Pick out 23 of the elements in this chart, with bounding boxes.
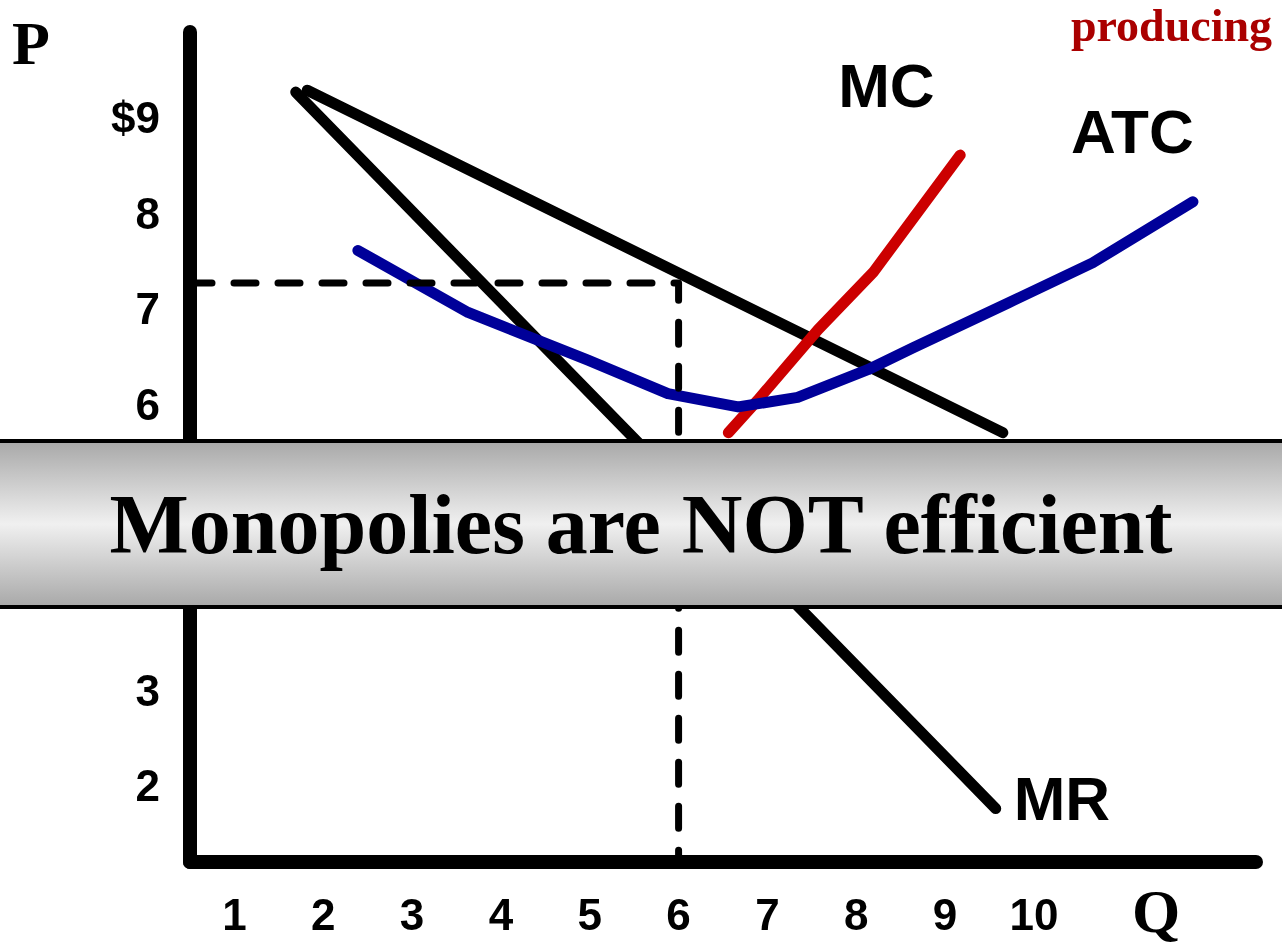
y-tick-label: 3 bbox=[135, 665, 160, 715]
y-tick-label: $9 bbox=[111, 93, 160, 143]
y-tick-label: 8 bbox=[135, 188, 160, 238]
x-tick-label: 5 bbox=[577, 889, 602, 939]
annotation: Monopolies are NOT efficient bbox=[109, 477, 1173, 571]
series-label: ATC bbox=[1070, 97, 1194, 167]
x-tick-label: 2 bbox=[311, 889, 336, 939]
x-tick-label: 7 bbox=[755, 889, 780, 939]
x-tick-label: 6 bbox=[666, 889, 691, 939]
y-axis-title: P bbox=[12, 9, 50, 77]
x-tick-label: 9 bbox=[932, 889, 958, 939]
x-tick-label: 8 bbox=[844, 889, 869, 939]
x-axis-title: Q bbox=[1132, 877, 1181, 945]
annotation: producing bbox=[1070, 0, 1273, 51]
x-tick-label: 4 bbox=[488, 889, 514, 939]
x-tick-label: 10 bbox=[1009, 889, 1059, 939]
series-label: MC bbox=[838, 50, 935, 120]
x-tick-label: 3 bbox=[399, 889, 425, 939]
y-tick-label: 7 bbox=[135, 284, 160, 334]
y-tick-label: 2 bbox=[135, 761, 160, 811]
x-tick-label: 1 bbox=[222, 889, 247, 939]
series-label: MR bbox=[1013, 764, 1111, 834]
y-tick-label: 6 bbox=[135, 379, 160, 429]
